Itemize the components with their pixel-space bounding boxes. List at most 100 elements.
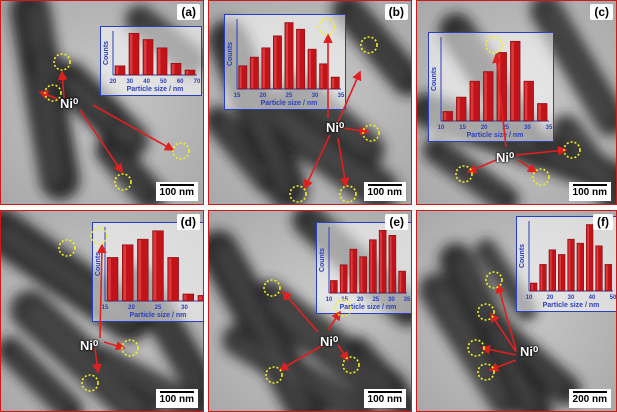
panel-letter: (e) <box>385 214 408 230</box>
histogram-ylabel: Counts <box>431 67 438 91</box>
histogram-bar <box>122 244 134 302</box>
scale-bar-label: 100 nm <box>572 187 607 198</box>
pointer-arrow <box>490 312 517 353</box>
histogram-tick-label: 50 <box>160 79 167 85</box>
pointer-arrow <box>97 243 107 339</box>
histogram-bar <box>558 254 566 292</box>
histogram-ylabel: Counts <box>103 41 110 65</box>
histogram-xlabel: Particle size / nm <box>261 100 318 107</box>
nickel-particle-marker <box>339 185 357 203</box>
histogram-bar <box>182 293 194 302</box>
nickel-particle-marker <box>455 165 473 183</box>
pointer-arrow <box>337 344 349 362</box>
tem-panel-b: 15 20 25 30 35 Particle size / nm Counts Ni⁰ (b)… <box>208 0 412 205</box>
histogram-inset-e: 10 15 20 25 30 35 Particle size / nm Counts <box>316 222 412 314</box>
histogram-bar <box>576 242 584 292</box>
histogram-bar <box>284 22 294 90</box>
nickel-particle-marker <box>263 279 281 297</box>
histogram-tick-label: 10 <box>326 297 333 303</box>
histogram-tick-label: 70 <box>194 79 201 85</box>
histogram-chart-b: 15 20 25 30 35 Particle size / nm Counts <box>227 19 345 107</box>
nickel-label: Ni⁰ <box>496 150 515 165</box>
annotation-overlay-b <box>289 18 380 203</box>
scale-bar: 100 nm <box>363 182 406 201</box>
histogram-tick-label: 20 <box>357 297 364 303</box>
histogram-tick-label: 35 <box>338 93 345 99</box>
histogram-bar <box>128 32 140 76</box>
histogram-tick-label: 35 <box>404 297 411 303</box>
histogram-bar <box>388 235 397 294</box>
histogram-bar <box>349 248 358 294</box>
histogram-bar <box>142 39 154 76</box>
annotation-overlay-d <box>58 227 139 392</box>
histogram-ylabel: Counts <box>95 252 102 276</box>
nickel-particle-marker <box>342 356 360 374</box>
nickel-label: Ni⁰ <box>80 338 99 353</box>
histogram-bar <box>523 80 534 122</box>
nickel-particle-marker <box>318 18 336 36</box>
tem-panel-e: 10 15 20 25 30 35 Particle size / nm Counts Ni⁰ (… <box>208 210 412 412</box>
nickel-label: Ni⁰ <box>320 334 339 349</box>
scale-bar-line <box>159 391 194 393</box>
histogram-bar <box>307 48 317 90</box>
pointer-arrow <box>492 53 507 148</box>
annotation-overlay-e <box>263 279 360 384</box>
scale-bar-label: 100 nm <box>367 394 402 405</box>
pointer-arrow <box>337 137 350 188</box>
histogram-tick-label: 20 <box>260 93 267 99</box>
histogram-tick-label: 15 <box>341 297 348 303</box>
histogram-bar <box>167 257 179 302</box>
histogram-bar <box>604 264 612 292</box>
pointer-arrow <box>488 359 517 372</box>
histogram-tick-label: 25 <box>155 305 162 311</box>
pointer-arrow <box>304 134 331 190</box>
scale-bar: 100 nm <box>155 182 198 201</box>
scale-bar-line <box>572 391 607 393</box>
histogram-tick-label: 20 <box>110 79 117 85</box>
histogram-bar <box>137 238 149 302</box>
tem-panel-f: 10 20 30 40 50 Particle size / nm Counts Ni⁰ (f)… <box>416 210 617 412</box>
scale-bar-line <box>159 184 194 186</box>
panel-letter: (a) <box>177 4 200 20</box>
histogram-ylabel: Counts <box>319 248 326 272</box>
nickel-particle-marker <box>360 36 378 54</box>
nickel-particle-marker <box>172 142 190 160</box>
nickel-particle-marker <box>53 53 71 71</box>
histogram-xlabel: Particle size / nm <box>543 302 600 309</box>
histogram-ylabel: Counts <box>227 42 234 66</box>
nickel-particle-marker <box>467 339 485 357</box>
histogram-bar <box>442 111 453 122</box>
nickel-particle-marker <box>90 227 108 245</box>
histogram-tick-label: 20 <box>547 295 554 301</box>
histogram-bar <box>456 96 467 122</box>
nickel-label: Ni⁰ <box>60 96 79 111</box>
annotation-overlay-a <box>38 53 190 191</box>
scale-bar-label: 100 nm <box>159 187 194 198</box>
scale-bar: 100 nm <box>155 389 198 408</box>
histogram-tick-label: 25 <box>372 297 379 303</box>
nickel-particle-marker <box>485 271 503 289</box>
histogram-bar <box>249 56 259 90</box>
histogram-bar <box>296 28 305 90</box>
histogram-bar <box>330 76 340 90</box>
pointer-arrow <box>103 341 126 351</box>
histogram-bar <box>398 270 406 294</box>
scale-bar-line <box>367 184 402 186</box>
pointer-arrow <box>517 159 538 173</box>
histogram-tick-label: 30 <box>312 93 319 99</box>
histogram-bar <box>359 256 367 294</box>
histogram-inset-b: 15 20 25 30 35 Particle size / nm Counts <box>224 14 346 110</box>
scale-bar: 100 nm <box>568 182 611 201</box>
panel-letter: (c) <box>590 4 613 20</box>
histogram-tick-label: 30 <box>568 295 575 301</box>
nickel-particle-marker <box>58 239 76 257</box>
nickel-particle-marker <box>265 366 283 384</box>
tem-panel-c: 10 15 20 25 30 35 Particle size / nm Counts Ni⁰ (… <box>416 0 617 205</box>
pointer-arrow <box>79 109 123 174</box>
annotation-overlay-f <box>467 271 517 381</box>
histogram-bar <box>330 280 338 294</box>
nickel-particle-marker <box>477 303 495 321</box>
histogram-tick-label: 10 <box>526 295 533 301</box>
histogram-bar <box>273 35 282 90</box>
